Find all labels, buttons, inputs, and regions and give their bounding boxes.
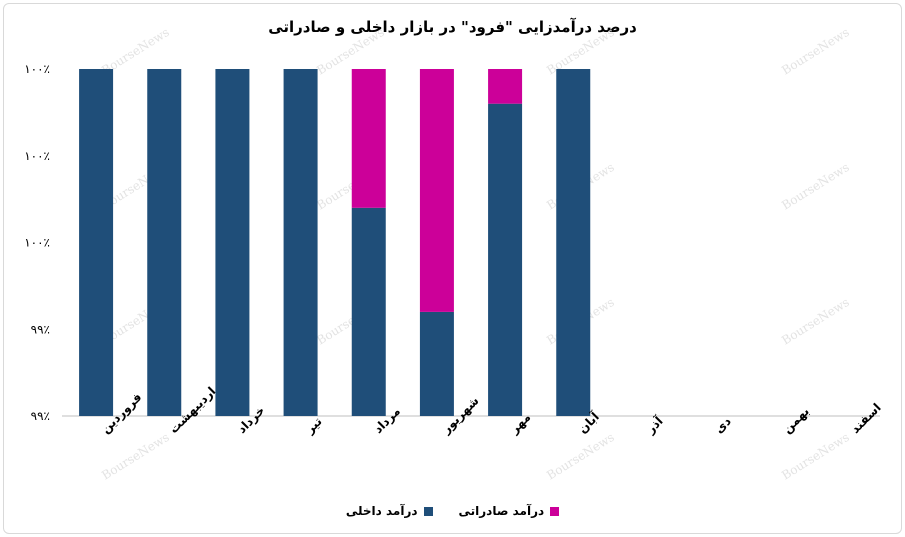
bar-domestic [488,103,523,416]
x-tick-label: اسفند [848,400,884,436]
bar-domestic [351,207,386,416]
x-tick-label: تیر [302,414,325,437]
bar-domestic [419,311,454,416]
bar-domestic [283,69,318,416]
chart-legend: درآمد صادراتی درآمد داخلی [0,504,905,518]
watermark-text: BourseNews [779,295,852,348]
x-tick-label: بهمن [780,404,812,436]
bar-domestic [215,69,250,416]
y-tick-label: ۹۹٪ [31,409,50,423]
legend-label-domestic: درآمد داخلی [345,504,418,518]
legend-label-export: درآمد صادراتی [458,504,545,518]
bar-domestic [556,69,591,416]
y-tick-label: ۱۰۰٪ [24,62,50,76]
legend-swatch-domestic [423,506,433,516]
bar-export [419,69,454,312]
y-tick-label: ۹۹٪ [31,322,50,336]
chart-title: درصد درآمدزایی "فرود" در بازار داخلی و ص… [268,18,637,36]
legend-item-export: درآمد صادراتی [459,504,560,518]
watermark-text: BourseNews [779,25,852,78]
legend-swatch-export [550,506,560,516]
watermark-text: BourseNews [779,430,852,483]
bar-domestic [147,69,182,416]
legend-item-domestic: درآمد داخلی [346,504,433,518]
watermark-text: BourseNews [779,160,852,213]
y-tick-label: ۱۰۰٪ [24,236,50,250]
bar-domestic [79,69,114,416]
bar-export [488,69,523,104]
y-tick-label: ۱۰۰٪ [24,149,50,163]
bar-export [351,69,386,208]
watermark-text: BourseNews [99,430,172,483]
watermark-text: BourseNews [544,430,617,483]
x-tick-label: دی [712,414,734,436]
